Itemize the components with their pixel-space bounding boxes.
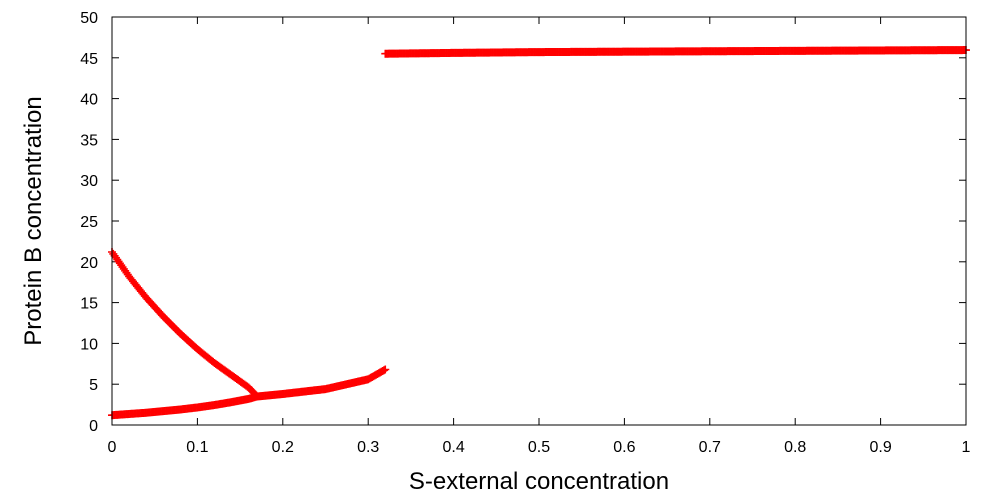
- y-tick-label: 10: [80, 336, 98, 353]
- y-tick-label: 30: [80, 173, 98, 190]
- y-tick-label: 25: [80, 214, 98, 231]
- series-2: [108, 248, 262, 401]
- x-tick-label: 1: [962, 439, 971, 456]
- data-layer: [108, 46, 970, 420]
- y-tick-label: 15: [80, 296, 98, 313]
- ticks-layer: 0 0.1 0.2 0.3 0.4 0.5 0.6 0.7 0.8 0.9 105101520253…: [80, 10, 970, 456]
- data-point: [381, 365, 390, 374]
- x-tick-label: 0.2: [272, 439, 294, 456]
- x-tick-label: 0.8: [784, 439, 806, 456]
- x-tick-label: 0.1: [186, 439, 208, 456]
- x-tick-label: 0.6: [613, 439, 635, 456]
- series-1: [108, 365, 390, 420]
- y-tick-label: 5: [89, 377, 98, 394]
- data-point: [253, 392, 262, 401]
- series-3: [381, 46, 970, 58]
- y-tick-label: 0: [89, 418, 98, 435]
- x-tick-label: 0.7: [699, 439, 721, 456]
- y-tick-label: 45: [80, 51, 98, 68]
- x-axis-label: S-external concentration: [409, 468, 669, 494]
- y-tick-label: 50: [80, 10, 98, 27]
- y-tick-label: 35: [80, 132, 98, 149]
- y-tick-label: 20: [80, 255, 98, 272]
- x-tick-label: 0.9: [869, 439, 891, 456]
- x-tick-label: 0.4: [442, 439, 464, 456]
- y-tick-label: 40: [80, 92, 98, 109]
- data-point: [251, 391, 260, 400]
- x-tick-label: 0.5: [528, 439, 550, 456]
- x-tick-label: 0.3: [357, 439, 379, 456]
- plot-frame: [111, 16, 967, 426]
- x-tick-label: 0: [108, 439, 117, 456]
- y-axis-label: Protein B concentration: [20, 96, 47, 345]
